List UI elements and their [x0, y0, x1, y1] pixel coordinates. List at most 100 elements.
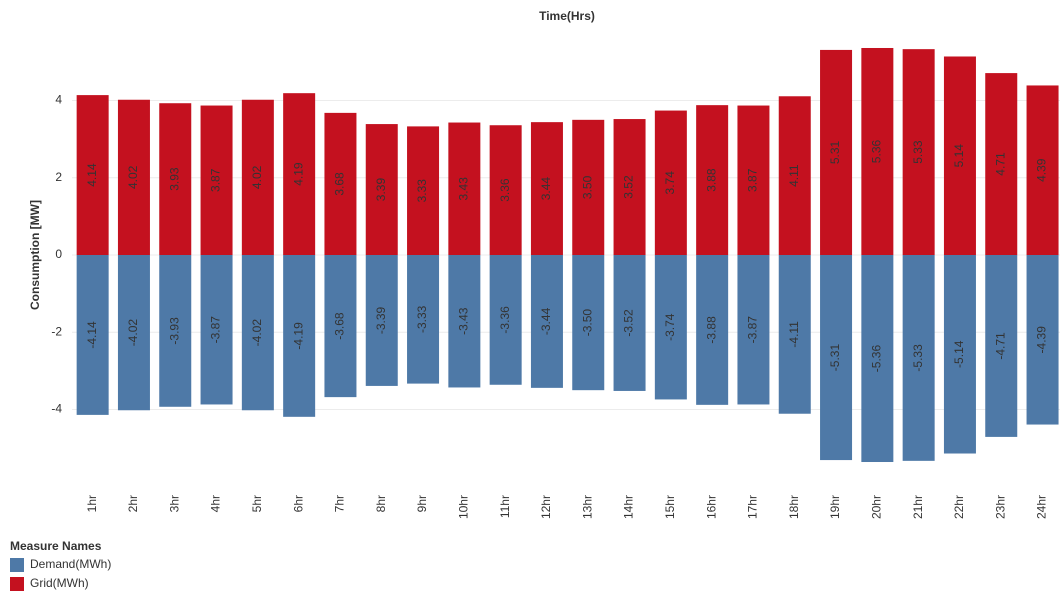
y-tick-label: -4	[51, 402, 62, 416]
bar	[76, 255, 109, 415]
data-label: 3.52	[622, 175, 636, 199]
data-label: -4.71	[993, 332, 1007, 360]
y-tick-label: 4	[55, 93, 62, 107]
data-label: 3.74	[663, 171, 677, 195]
bar	[530, 122, 563, 255]
legend-swatch	[10, 577, 24, 591]
data-label: -4.19	[291, 322, 305, 350]
x-tick-label: 11hr	[498, 495, 512, 518]
y-tick-label: 2	[55, 170, 62, 184]
x-tick-label: 6hr	[291, 495, 305, 512]
data-label: -4.02	[250, 319, 264, 347]
data-label: -5.36	[870, 345, 884, 373]
y-tick-label: 0	[55, 247, 62, 261]
data-label: -3.68	[333, 312, 347, 340]
bar	[448, 122, 481, 255]
bar	[778, 96, 811, 255]
data-label: 4.19	[291, 162, 305, 186]
bar	[572, 255, 605, 391]
data-label: 4.14	[85, 163, 99, 187]
data-label: -4.14	[85, 321, 99, 349]
data-label: -3.52	[622, 309, 636, 337]
x-tick-label: 21hr	[911, 495, 925, 519]
bar	[737, 105, 770, 255]
x-tick-label: 5hr	[250, 495, 264, 512]
legend-swatch	[10, 558, 24, 572]
bar	[530, 255, 563, 388]
x-tick-label: 17hr	[746, 495, 760, 519]
data-label: 5.36	[870, 139, 884, 163]
x-tick-label: 3hr	[167, 495, 181, 512]
bar	[200, 255, 233, 405]
data-label: -3.36	[498, 306, 512, 334]
data-label: 3.33	[415, 179, 429, 203]
data-label: 4.11	[787, 164, 801, 187]
bar	[943, 56, 976, 255]
bar	[241, 99, 274, 255]
data-label: 3.39	[374, 178, 388, 202]
bar	[324, 112, 357, 256]
data-label: 3.50	[580, 175, 594, 199]
x-tick-label: 18hr	[787, 495, 801, 519]
bar	[861, 255, 894, 463]
data-label: -3.87	[209, 316, 223, 344]
bar	[985, 73, 1018, 255]
data-label: 3.88	[704, 168, 718, 192]
data-label: -3.39	[374, 306, 388, 334]
x-tick-label: 15hr	[663, 495, 677, 519]
bar	[654, 255, 687, 400]
bar	[696, 105, 729, 255]
data-label: -3.50	[580, 309, 594, 337]
data-label: 5.31	[828, 140, 842, 164]
data-label: -5.14	[952, 340, 966, 368]
legend-title: Measure Names	[10, 539, 102, 553]
bar	[1026, 255, 1059, 425]
legend-label: Demand(MWh)	[30, 557, 111, 571]
x-tick-label: 24hr	[1035, 495, 1049, 519]
data-label: 3.44	[539, 177, 553, 201]
data-label: -3.43	[457, 307, 471, 335]
bar	[696, 255, 729, 405]
data-label: 5.33	[911, 140, 925, 164]
data-label: -3.44	[539, 307, 553, 335]
bar	[985, 255, 1018, 437]
bar	[76, 95, 109, 255]
bar	[820, 255, 853, 461]
data-label: 3.43	[457, 177, 471, 201]
x-tick-label: 16hr	[704, 495, 718, 519]
data-label: -4.02	[126, 319, 140, 347]
bar	[572, 119, 605, 256]
data-label: 4.71	[993, 152, 1007, 176]
bar	[283, 93, 316, 255]
data-label: -3.93	[167, 317, 181, 345]
bar	[737, 255, 770, 405]
data-label: 3.87	[746, 168, 760, 192]
bar	[117, 99, 150, 255]
data-label: 4.02	[126, 165, 140, 189]
x-tick-label: 20hr	[870, 495, 884, 519]
x-tick-label: 7hr	[333, 495, 347, 512]
data-label: -4.11	[787, 321, 801, 348]
bar	[159, 103, 192, 255]
chart-title: Time(Hrs)	[539, 9, 595, 23]
x-tick-label: 14hr	[622, 495, 636, 519]
data-label: 4.39	[1035, 158, 1049, 182]
data-label: -5.31	[828, 344, 842, 372]
bar	[489, 125, 522, 255]
bar	[489, 255, 522, 385]
bar	[117, 255, 150, 411]
x-tick-label: 22hr	[952, 495, 966, 519]
bar	[324, 255, 357, 398]
data-label: 3.36	[498, 178, 512, 202]
data-label: 3.87	[209, 168, 223, 192]
data-label: 5.14	[952, 144, 966, 168]
data-label: 4.02	[250, 165, 264, 189]
bar	[200, 105, 233, 255]
data-label: 3.68	[333, 172, 347, 196]
bar	[943, 255, 976, 454]
bar	[1026, 85, 1059, 255]
bar	[365, 255, 398, 386]
data-label: -5.33	[911, 344, 925, 372]
bar	[778, 255, 811, 414]
